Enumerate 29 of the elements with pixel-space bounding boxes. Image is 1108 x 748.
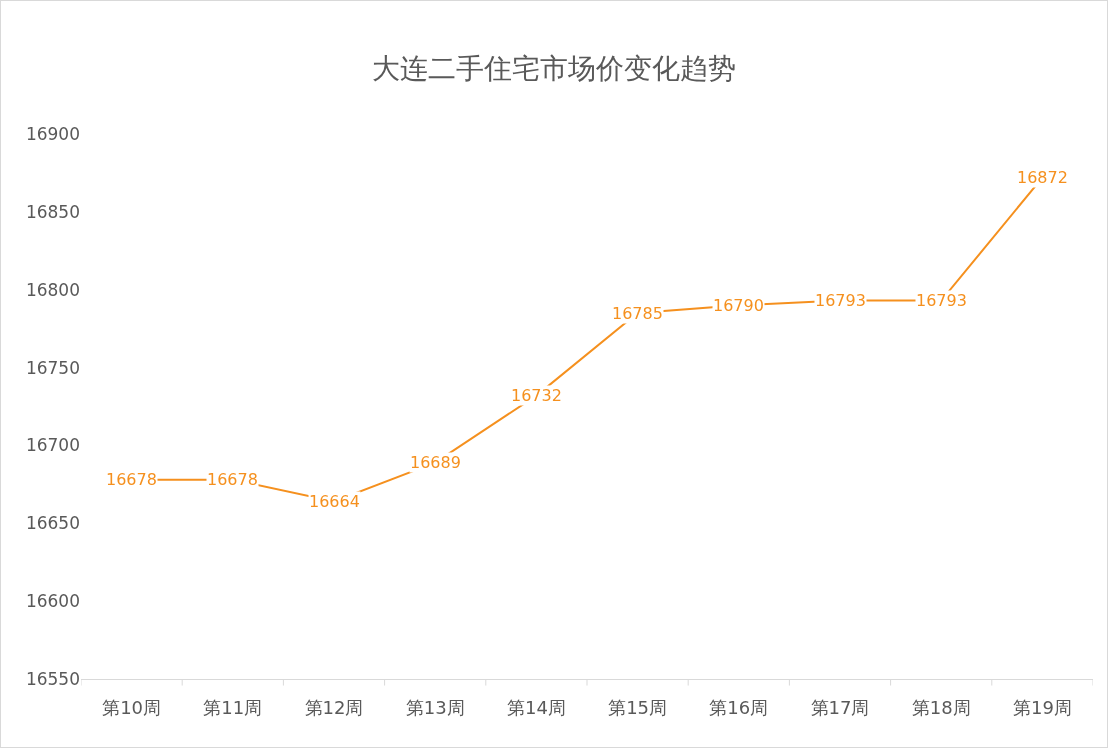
data-label: 16793: [916, 291, 967, 310]
data-label: 16793: [815, 291, 866, 310]
y-tick-label: 16850: [25, 201, 80, 222]
x-tick-label: 第18周: [911, 696, 971, 718]
data-label: 16678: [106, 470, 157, 489]
x-tick-label: 第14周: [506, 696, 566, 718]
y-tick-label: 16550: [25, 668, 80, 689]
y-tick-label: 16600: [25, 591, 80, 612]
x-tick-label: 第12周: [304, 696, 364, 718]
chart-title: 大连二手住宅市场价变化趋势: [372, 51, 736, 85]
y-tick-label: 16750: [25, 357, 80, 378]
y-tick-label: 16650: [25, 513, 80, 534]
x-tick-label: 第13周: [405, 696, 465, 718]
y-tick-label: 16800: [25, 279, 80, 300]
data-label: 16664: [309, 492, 360, 511]
data-label: 16689: [410, 453, 461, 472]
y-tick-label: 16700: [25, 435, 80, 456]
data-label: 16678: [207, 470, 258, 489]
data-label: 16790: [713, 296, 764, 315]
data-label: 16732: [511, 386, 562, 405]
x-tick-label: 第15周: [608, 696, 668, 718]
data-label: 16785: [612, 304, 663, 323]
x-tick-label: 第17周: [810, 696, 870, 718]
x-tick-label: 第11周: [203, 696, 263, 718]
x-tick-label: 第16周: [709, 696, 769, 718]
data-label: 16872: [1017, 168, 1068, 187]
x-tick-label: 第19周: [1012, 696, 1072, 718]
y-tick-label: 16900: [25, 123, 80, 144]
x-tick-label: 第10周: [102, 696, 162, 718]
